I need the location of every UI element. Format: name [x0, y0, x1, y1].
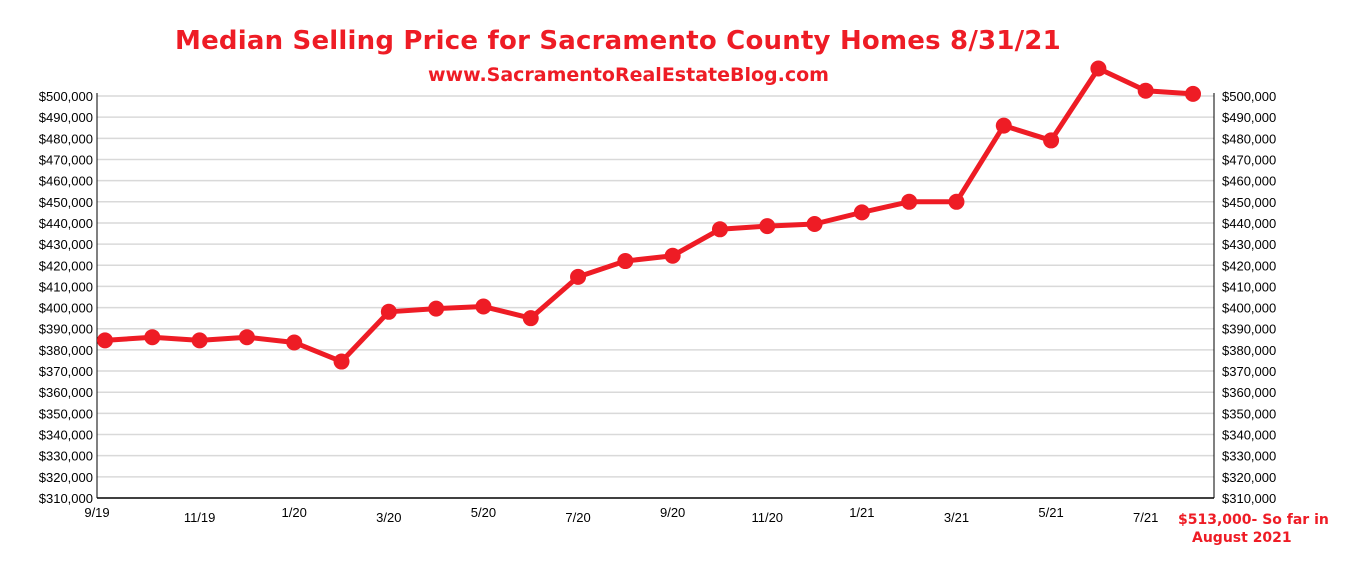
data-point	[570, 268, 587, 285]
y-tick-label-left: $490,000	[39, 110, 93, 125]
y-tick-label-right: $430,000	[1222, 237, 1276, 252]
x-tick-label: 7/21	[1133, 510, 1158, 525]
data-point	[948, 193, 965, 210]
y-tick-label-right: $470,000	[1222, 152, 1276, 167]
y-axis-left-labels: $310,000 $320,000 $330,000 $340,000 $350,000…	[39, 89, 93, 506]
y-tick-label-right: $420,000	[1222, 258, 1276, 273]
annotation-line-2: August 2021	[1192, 530, 1292, 546]
y-tick-label-right: $450,000	[1222, 195, 1276, 210]
y-tick-label-left: $390,000	[39, 322, 93, 337]
axes	[96, 93, 1215, 499]
y-tick-label-left: $480,000	[39, 131, 93, 146]
y-tick-label-left: $360,000	[39, 385, 93, 400]
data-point	[995, 117, 1012, 134]
data-point	[522, 310, 539, 327]
series	[97, 60, 1201, 370]
y-tick-label-left: $440,000	[39, 216, 93, 231]
x-tick-label: 1/21	[849, 505, 874, 520]
data-point	[238, 329, 255, 346]
y-tick-label-right: $400,000	[1222, 301, 1276, 316]
y-tick-label-left: $410,000	[39, 279, 93, 294]
data-point	[711, 221, 728, 238]
chart-subtitle: www.SacramentoRealEstateBlog.com	[428, 64, 829, 86]
y-tick-label-right: $320,000	[1222, 470, 1276, 485]
y-tick-label-left: $350,000	[39, 406, 93, 421]
y-tick-label-left: $310,000	[39, 491, 93, 506]
x-tick-label: 3/20	[376, 510, 401, 525]
data-point	[428, 300, 445, 317]
annotation-note: $513,000- So far in August 2021	[1178, 511, 1338, 547]
y-tick-label-right: $370,000	[1222, 364, 1276, 379]
y-tick-label-left: $320,000	[39, 470, 93, 485]
y-tick-label-left: $500,000	[39, 89, 93, 104]
y-tick-label-right: $410,000	[1222, 279, 1276, 294]
y-tick-label-left: $370,000	[39, 364, 93, 379]
data-point	[806, 216, 823, 233]
data-point	[1137, 82, 1154, 99]
y-axis-right-labels: $310,000 $320,000 $330,000 $340,000 $350,000…	[1222, 89, 1276, 506]
y-tick-label-left: $430,000	[39, 237, 93, 252]
y-tick-label-right: $330,000	[1222, 449, 1276, 464]
y-tick-label-left: $340,000	[39, 428, 93, 443]
y-tick-label-right: $380,000	[1222, 343, 1276, 358]
y-tick-label-left: $400,000	[39, 301, 93, 316]
x-tick-label: 9/20	[660, 505, 685, 520]
y-tick-label-right: $310,000	[1222, 491, 1276, 506]
y-tick-label-right: $500,000	[1222, 89, 1276, 104]
chart-title: Median Selling Price for Sacramento Coun…	[175, 26, 1061, 56]
data-point	[380, 303, 397, 320]
y-tick-label-right: $440,000	[1222, 216, 1276, 231]
y-tick-label-right: $340,000	[1222, 428, 1276, 443]
series-line	[102, 65, 1196, 365]
data-point	[144, 329, 161, 346]
y-tick-label-right: $350,000	[1222, 406, 1276, 421]
y-tick-label-right: $390,000	[1222, 322, 1276, 337]
annotation-line-1: $513,000- So far in	[1178, 512, 1329, 528]
data-point	[191, 332, 208, 349]
y-tick-label-right: $360,000	[1222, 385, 1276, 400]
data-point	[475, 298, 492, 315]
data-point	[853, 204, 870, 221]
data-point	[1043, 132, 1060, 149]
y-tick-label-left: $460,000	[39, 174, 93, 189]
data-point	[333, 353, 350, 370]
x-tick-label: 3/21	[944, 510, 969, 525]
y-tick-label-right: $490,000	[1222, 110, 1276, 125]
x-tick-label: 5/20	[471, 505, 496, 520]
x-tick-label: 7/20	[565, 510, 590, 525]
y-tick-label-right: $480,000	[1222, 131, 1276, 146]
data-point	[759, 218, 776, 235]
data-point	[1090, 60, 1107, 77]
y-tick-label-left: $470,000	[39, 152, 93, 167]
x-tick-label: 5/21	[1038, 505, 1063, 520]
y-tick-label-left: $380,000	[39, 343, 93, 358]
data-point	[97, 332, 113, 349]
data-point	[901, 193, 918, 210]
y-tick-label-left: $330,000	[39, 449, 93, 464]
data-point	[617, 253, 634, 270]
data-point	[286, 334, 303, 351]
x-axis-labels: 9/19 11/19 1/20 3/20 5/20 7/20 9/20 11/20 1/21 3/…	[84, 505, 1158, 525]
y-tick-label-left: $450,000	[39, 195, 93, 210]
x-tick-label: 1/20	[282, 505, 307, 520]
x-tick-label: 11/19	[184, 510, 216, 525]
data-point	[1185, 85, 1201, 102]
y-tick-label-right: $460,000	[1222, 174, 1276, 189]
data-point	[664, 247, 681, 264]
grid-lines	[97, 95, 1214, 478]
y-tick-label-left: $420,000	[39, 258, 93, 273]
x-tick-label: 9/19	[84, 505, 109, 520]
x-tick-label: 11/20	[751, 510, 783, 525]
